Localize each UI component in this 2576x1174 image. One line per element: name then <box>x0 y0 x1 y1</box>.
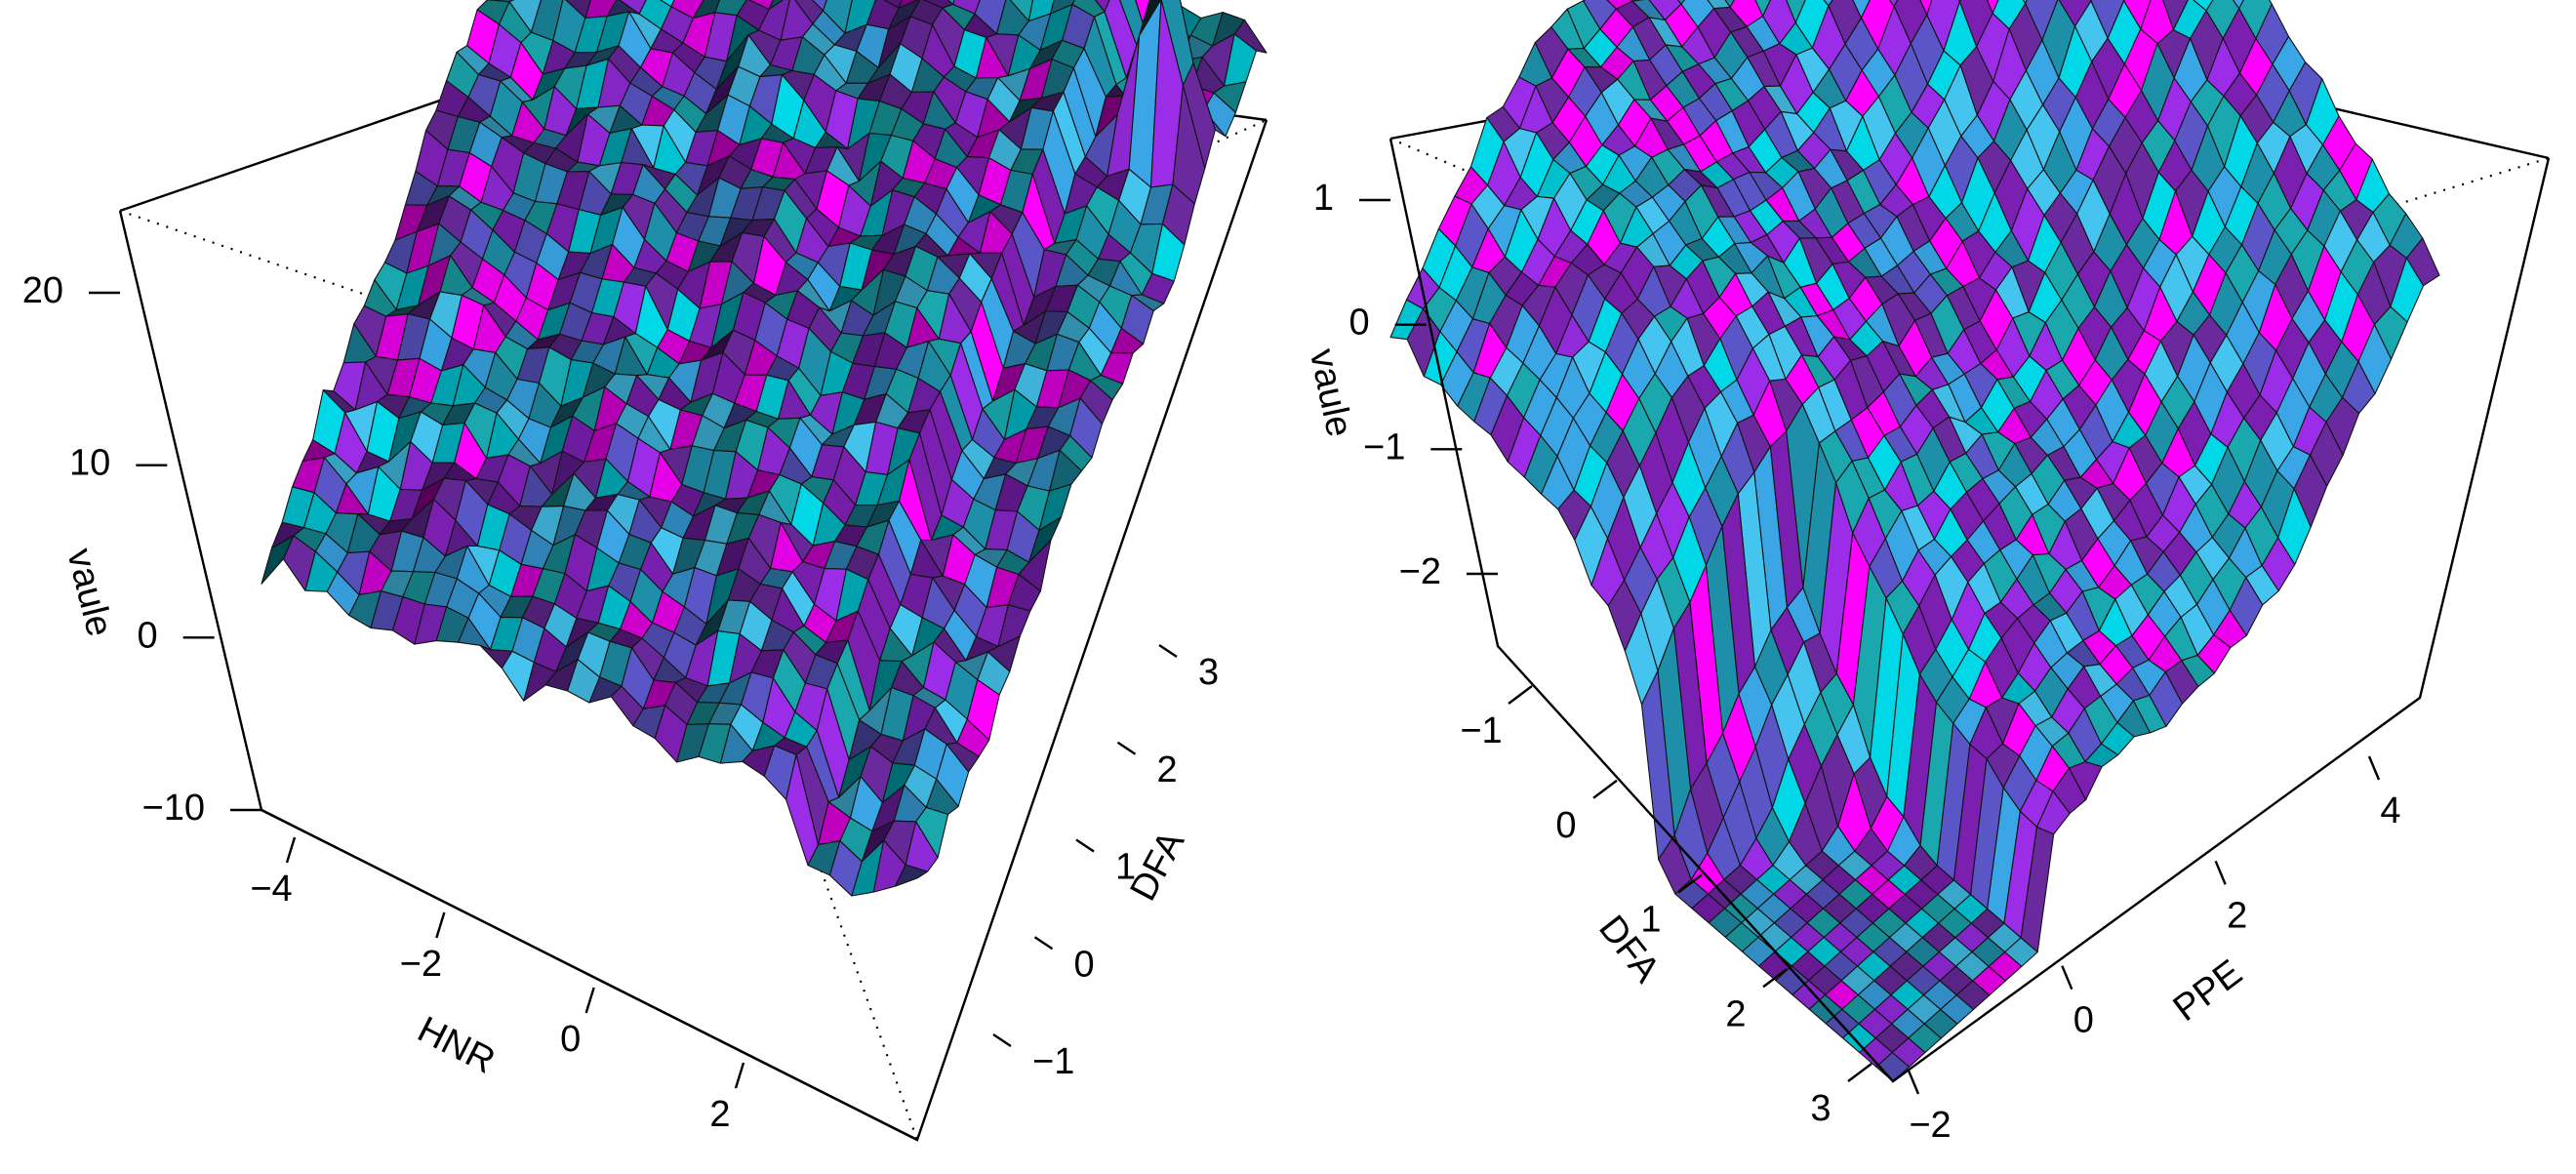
surface-facet <box>895 864 929 887</box>
right-surface-mesh <box>1389 0 2440 1082</box>
right-y-tick-label: 0 <box>2073 1000 2094 1041</box>
left-z-tick-label: 10 <box>69 443 110 484</box>
right-x-tick-label: 1 <box>1640 900 1661 941</box>
right-z-tick-label: 0 <box>1349 303 1370 344</box>
right-x-tick <box>1847 1063 1872 1082</box>
right-box-front <box>1389 138 2551 1083</box>
right-zlabel: vaule <box>1302 345 1360 441</box>
surface-facet <box>1888 0 1899 7</box>
right-x-tick-label: 2 <box>1725 993 1746 1034</box>
left-y-tick <box>992 1033 1012 1047</box>
left-y-tick <box>1158 644 1178 658</box>
left-z-tick-label: −10 <box>142 788 205 829</box>
left-y-tick-label: 0 <box>1074 944 1095 985</box>
right-y-tick <box>2061 965 2073 991</box>
right-y-tick <box>2367 755 2381 781</box>
right-y-tick <box>2214 860 2227 885</box>
left-surface-mesh <box>261 0 1268 897</box>
left-x-tick-label: −2 <box>400 944 442 985</box>
right-x-tick <box>1508 685 1533 705</box>
left-x-tick <box>734 1062 745 1089</box>
right-y-tick <box>1907 1070 1920 1095</box>
right-z-tick-label: 1 <box>1313 178 1334 219</box>
right-x-tick <box>1762 968 1788 989</box>
left-x-tick-label: 2 <box>709 1094 730 1135</box>
left-x-tick-label: −4 <box>250 869 292 910</box>
surface-facet <box>1986 0 1999 15</box>
left-xlabel: HNR <box>411 1009 501 1082</box>
right-y-tick-label: 4 <box>2380 790 2400 831</box>
surface-facet <box>1676 0 1686 5</box>
left-z-tick-label: 20 <box>22 270 63 311</box>
surface-facet <box>1823 0 1833 7</box>
right-x-tick-label: 0 <box>1555 805 1576 846</box>
right-z-tick-label: −2 <box>1399 551 1441 592</box>
left-y-tick <box>1116 741 1137 755</box>
left-box-front <box>118 119 1268 1142</box>
right-z-tick-label: −1 <box>1363 426 1405 467</box>
left-x-tick <box>435 911 446 939</box>
right-x-tick <box>1592 779 1618 799</box>
left-x-tick <box>584 987 595 1014</box>
left-x-tick-label: 0 <box>560 1019 581 1060</box>
left-zlabel: vaule <box>59 545 120 640</box>
left-y-tick-label: 2 <box>1157 749 1178 790</box>
right-y-tick-label: −2 <box>1909 1105 1951 1146</box>
left-y-tick <box>1075 838 1095 853</box>
right-axis-ticks: −2 −1 0 1 −1 0 1 2 3 −2 0 2 4 <box>1313 178 2401 1146</box>
left-y-tick <box>1033 936 1054 951</box>
right-x-tick-label: 3 <box>1810 1088 1831 1129</box>
right-x-tick-label: −1 <box>1460 710 1502 751</box>
left-y-tick-label: 1 <box>1115 847 1136 888</box>
left-y-tick-label: 3 <box>1198 652 1219 693</box>
left-z-tick-label: 0 <box>138 615 158 656</box>
surface-facet <box>1724 0 1735 8</box>
right-x-tick <box>1677 873 1703 894</box>
right-y-tick-label: 2 <box>2227 895 2247 936</box>
left-y-tick-label: −1 <box>1032 1041 1074 1082</box>
right-ylabel: PPE <box>2166 952 2250 1030</box>
left-x-tick <box>285 836 297 864</box>
